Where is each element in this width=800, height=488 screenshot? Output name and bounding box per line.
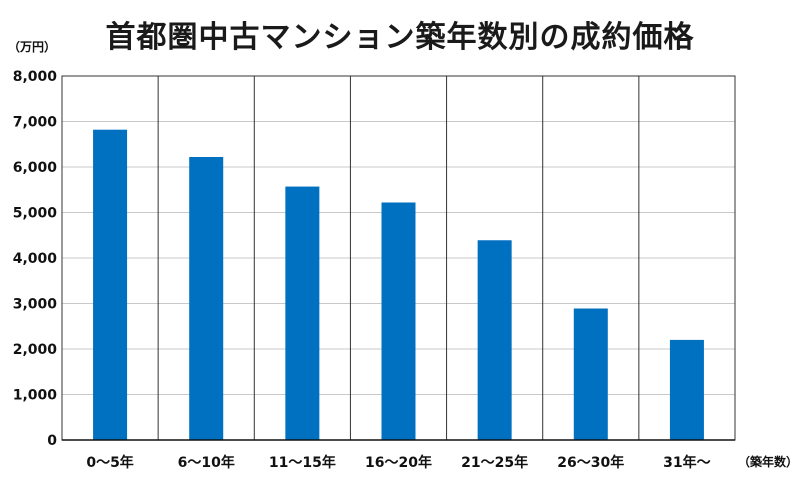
y-tick-label: 6,000 (13, 160, 58, 176)
x-tick-label: 16～20年 (365, 454, 432, 471)
x-tick-label: 6～10年 (178, 454, 235, 471)
y-tick-label: 7,000 (13, 115, 58, 131)
y-axis-unit-label: （万円） (8, 40, 57, 54)
bar (669, 339, 704, 440)
x-tick-label: 31年～ (663, 454, 710, 471)
y-tick-label: 2,000 (13, 342, 58, 358)
y-tick-label: 4,000 (13, 251, 58, 267)
x-tick-label: 11～15年 (269, 454, 336, 471)
bar (477, 240, 512, 440)
y-tick-label: 3,000 (13, 297, 58, 313)
x-tick-label: 26～30年 (557, 454, 624, 471)
x-tick-label: 21～25年 (461, 454, 528, 471)
y-tick-label: 8,000 (13, 69, 58, 85)
bar (285, 186, 320, 440)
chart-title: 首都圏中古マンション築年数別の成約価格 (105, 20, 695, 55)
bar (93, 129, 128, 440)
y-tick-label: 5,000 (13, 206, 58, 222)
bar (189, 156, 224, 441)
y-tick-label: 0 (47, 433, 57, 449)
x-axis-unit-label: （築年数） (738, 455, 799, 469)
x-tick-label: 0～5年 (86, 454, 133, 471)
y-tick-label: 1,000 (13, 388, 58, 404)
bar (381, 202, 416, 440)
bar (573, 308, 608, 440)
